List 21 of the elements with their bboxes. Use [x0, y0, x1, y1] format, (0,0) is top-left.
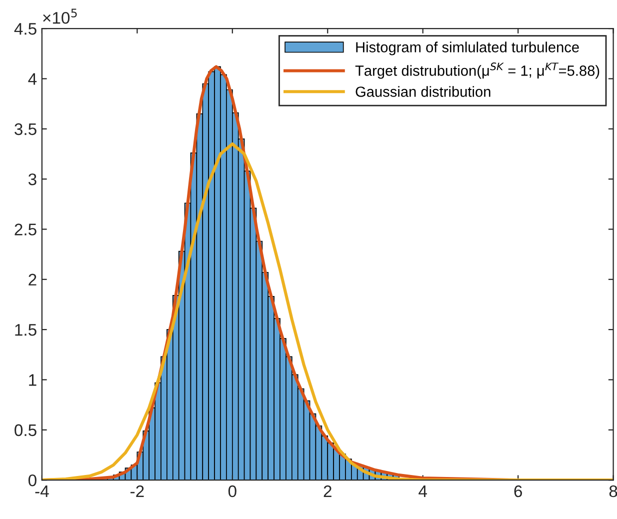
x-tick-label: 2 [324, 485, 332, 498]
legend-label: Target distrubution(μ$^{SK}$ = 1; μ$^{KT}$=5.88) [355, 62, 600, 79]
x-tick-label: 4 [418, 486, 427, 498]
x-tick-label: 0 [228, 485, 236, 498]
x-tick-label: 8 [609, 485, 617, 498]
y-tick-label: 0.5 [14, 424, 36, 436]
legend-label: Gaussian distribution [356, 86, 490, 97]
x-tick-label: -2 [130, 485, 144, 498]
y-tick-label: 1 [29, 374, 36, 386]
legend-label: Histogram of simlulated turbulence [356, 42, 579, 56]
y-tick-label: 1.5 [15, 324, 36, 336]
y-tick-label: 0 [28, 474, 36, 486]
y-tick-label: 3.5 [14, 123, 36, 136]
x-tick-label: 6 [514, 485, 522, 498]
y-tick-label: 2 [28, 274, 36, 286]
y-tick-label: 2.5 [14, 224, 36, 236]
y-tick-label: 4 [28, 73, 37, 85]
x-tick-label: -4 [35, 486, 49, 498]
y-tick-label: 4.5 [14, 23, 36, 35]
text: ×10$^{5}$ [43, 8, 77, 24]
y-tick-label: 3 [28, 173, 36, 186]
